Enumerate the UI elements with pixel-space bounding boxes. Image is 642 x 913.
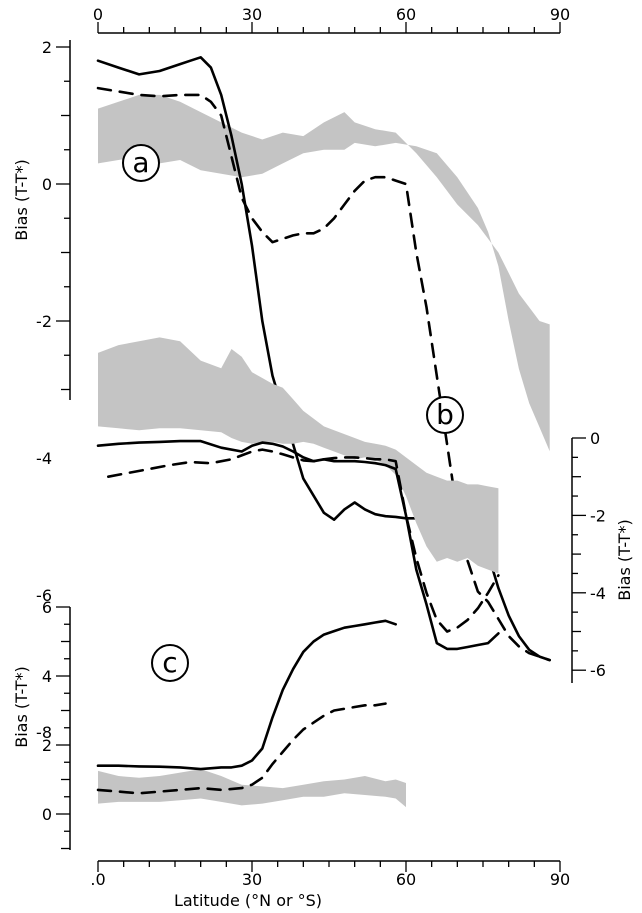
y-tick-label: 6: [42, 598, 52, 617]
y-tick-label: -4: [36, 449, 52, 468]
y-tick-label: -6: [36, 586, 52, 605]
panel-b: 0 -2 -4 -6 Bias (T-T*) b: [96, 337, 634, 683]
y-tick-label: 2: [42, 736, 52, 755]
panel-label-letter: b: [436, 398, 454, 431]
y-axis-label: Bias (T-T*): [12, 666, 31, 748]
y-axis-label: Bias (T-T*): [615, 519, 634, 601]
y-tick-label: -2: [36, 312, 52, 331]
y-tick-label: 4: [42, 667, 52, 686]
dashed-series-line: [96, 702, 387, 795]
spread-band: [98, 337, 499, 574]
top-tick-label: 90: [550, 5, 570, 24]
bottom-tick-label: 30: [242, 870, 262, 889]
y-tick-label: -4: [590, 584, 606, 603]
y-tick-label: 0: [42, 175, 52, 194]
y-tick-label: -8: [36, 723, 52, 742]
dashed-series-line: [107, 448, 500, 633]
dashed-series-line: [96, 86, 551, 662]
y-tick-label: 0: [42, 805, 52, 824]
bottom-tick-label: .0: [90, 870, 105, 889]
y-tick-label: -6: [590, 661, 606, 680]
y-tick-label: 2: [42, 38, 52, 57]
spread-band: [98, 769, 406, 808]
bottom-x-axis: .0 30 60 90: [90, 860, 570, 889]
x-axis-label: Latitude (°N or °S): [174, 891, 322, 910]
top-x-axis: 0 30 60 90: [93, 5, 570, 34]
panel-label-circle: [426, 396, 464, 434]
y-tick-label: -2: [590, 506, 606, 525]
spread-band: [98, 94, 550, 452]
top-tick-label: 30: [242, 5, 262, 24]
top-tick-label: 0: [93, 5, 103, 24]
solid-series-line: [96, 439, 500, 651]
panel-c: 6 4 2 0 Bias (T-T*) c: [12, 598, 406, 850]
solid-series-line: [96, 619, 397, 771]
panel-label-letter: c: [162, 646, 177, 679]
bottom-tick-label: 90: [550, 870, 570, 889]
top-tick-label: 60: [396, 5, 416, 24]
panel-label-circle: [122, 144, 160, 182]
panel-label-circle: [151, 644, 189, 682]
y-tick-label: 0: [590, 429, 600, 448]
bottom-tick-label: 60: [396, 870, 416, 889]
y-axis-label: Bias (T-T*): [12, 159, 31, 241]
panel-label-letter: a: [132, 146, 149, 179]
